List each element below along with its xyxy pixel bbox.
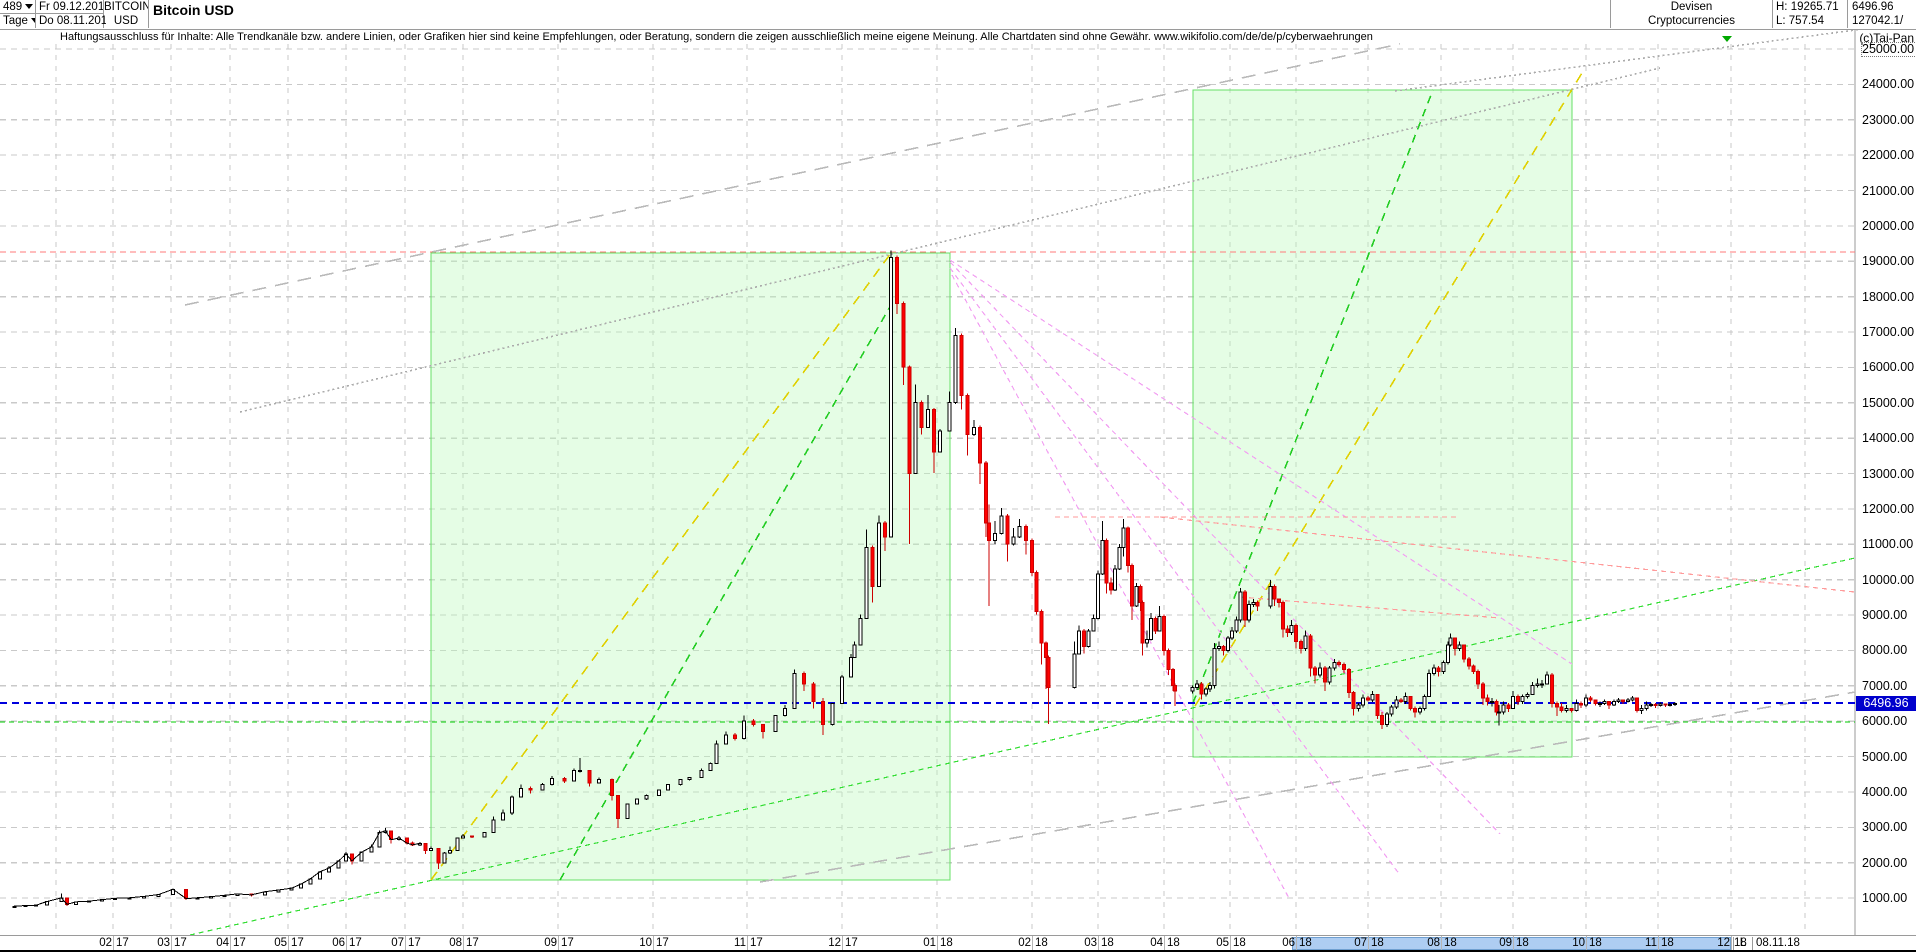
chart-title: Bitcoin USD [153,2,234,18]
salmon-decline-2[interactable] [1239,596,1501,619]
month-tick [288,936,289,951]
bars-count-dropdown[interactable]: 489 [0,0,35,14]
gray-dotted-top[interactable] [1394,24,1894,92]
period-dropdown[interactable]: Tage [0,14,35,28]
pink-ray-1[interactable] [949,259,1573,665]
month-tick [171,936,172,951]
trend-box-2018[interactable] [1192,89,1573,758]
y-axis-label: 15000.00 [1862,395,1915,410]
month-tick [1230,936,1231,951]
y-axis-label: 13000.00 [1862,466,1915,481]
y-axis-label: 24000.00 [1862,77,1915,92]
chevron-down-icon [30,18,35,24]
y-axis-label: 4000.00 [1862,784,1908,799]
header-bar: 489 Tage Fr 09.12.2016 Do 08.11.2018 BIT… [0,0,1916,30]
pink-ray-2[interactable] [949,261,1501,835]
last-bar-date: 08.11.18 [1756,937,1800,949]
x-axis-strip[interactable]: 02 17 03 17 04 17 05 17 06 17 07 17 08 17 09 17 10 17 11 17… [0,935,1916,951]
fan-yellow-2018[interactable] [1194,72,1583,707]
y-axis-label: 18000.00 [1862,289,1915,304]
y-axis-label: 20000.00 [1862,218,1915,233]
month-tick [1164,936,1165,951]
y-axis-label: 6000.00 [1862,714,1908,729]
month-tick [346,936,347,951]
low-value: L: 757.54 [1776,15,1824,27]
y-axis-label: 3000.00 [1862,820,1908,835]
y-axis-label: 14000.00 [1862,431,1915,446]
high-value: H: 19265.71 [1776,1,1839,13]
month-tick [747,936,748,951]
y-axis-label: 23000.00 [1862,112,1915,127]
month-tick [463,936,464,951]
y-axis-label: 2000.00 [1862,855,1908,870]
symbol-cell[interactable]: BITCOIN USD [104,0,149,28]
month-tick [405,936,406,951]
long-support-green[interactable] [189,557,1856,936]
fan-green-2017[interactable] [559,304,892,881]
last-bar-marker: L [1733,937,1753,950]
current-price-tag: 6496.96 [1856,695,1916,711]
y-axis-label: 21000.00 [1862,183,1915,198]
month-tick [1098,936,1099,951]
gray-dotted-mid[interactable] [239,67,1661,413]
bars-period-cell: 489 Tage [0,0,36,28]
y-axis-label: 9000.00 [1862,608,1908,623]
gray-channel-lower[interactable] [759,691,1856,883]
date-range-cell: Fr 09.12.2016 Do 08.11.2018 [36,0,106,28]
last-price: 6496.96 [1852,1,1894,13]
month-tick [1368,936,1369,951]
pink-ray-4[interactable] [951,274,1291,901]
y-axis-label: 5000.00 [1862,749,1908,764]
y-axis-label: 7000.00 [1862,678,1908,693]
copyright-label: (c)Tai-Pan [1859,31,1914,45]
month-tick [1441,936,1442,951]
y-axis-label: 16000.00 [1862,360,1915,375]
month-tick [558,936,559,951]
category-dropdown-arrow-icon[interactable] [1722,36,1732,42]
y-axis-label: 10000.00 [1862,572,1915,587]
selected-range-highlight [1292,937,1731,950]
month-tick [937,936,938,951]
high-low-cell: H: 19265.71 L: 757.54 [1773,0,1848,28]
month-tick [1731,936,1732,951]
y-axis-label: 8000.00 [1862,643,1908,658]
y-axis-label: 1000.00 [1862,891,1908,906]
volume-value: 127042.1/ [1852,15,1904,27]
fan-yellow-2017[interactable] [430,252,892,881]
disclaimer-text: Haftungsausschluss für Inhalte: Alle Tre… [60,31,1373,43]
date-from[interactable]: Fr 09.12.2016 [36,0,103,14]
date-to[interactable]: Do 08.11.2018 [39,15,106,27]
month-tick [1032,936,1033,951]
fan-green-2018[interactable] [1192,89,1434,704]
month-tick [113,936,114,951]
gray-channel-upper[interactable] [184,43,1401,306]
month-tick [1513,936,1514,951]
y-axis-label: 19000.00 [1862,254,1915,269]
month-tick [1586,936,1587,951]
month-tick [1296,936,1297,951]
trend-box-2017[interactable] [430,252,951,881]
bottom-border [0,950,1916,952]
category-cell[interactable]: Devisen Cryptocurrencies [1610,0,1773,28]
last-price-cell: 6496.96 127042.1/ [1848,0,1916,28]
y-axis-label: 17000.00 [1862,325,1915,340]
month-tick [653,936,654,951]
month-tick [230,936,231,951]
y-axis-label: 22000.00 [1862,148,1915,163]
y-axis-label: 11000.00 [1862,537,1914,552]
chevron-down-icon [25,4,34,10]
y-axis-label: 25000.00 [1861,42,1916,57]
month-tick [842,936,843,951]
y-axis-label: 12000.00 [1862,501,1915,516]
month-tick [1658,936,1659,951]
